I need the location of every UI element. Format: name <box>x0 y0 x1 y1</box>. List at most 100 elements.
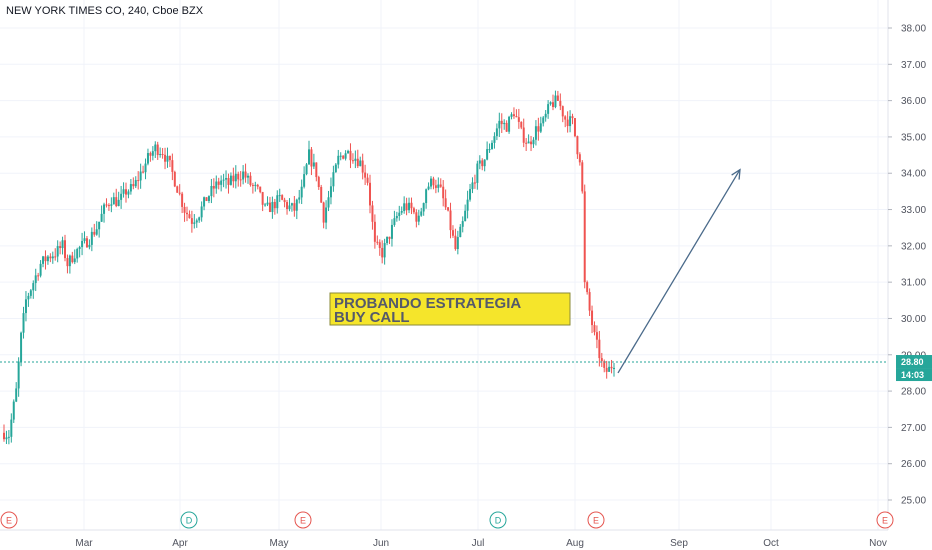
candle <box>395 211 398 222</box>
candle <box>610 359 613 374</box>
candle <box>161 148 164 159</box>
y-tick-label: 37.00 <box>901 60 926 71</box>
candle <box>68 254 71 274</box>
candle <box>576 135 579 159</box>
candle <box>308 140 310 165</box>
candle <box>444 189 447 210</box>
candle <box>613 362 615 377</box>
y-tick-label: 38.00 <box>901 24 926 35</box>
annotation-box[interactable]: PROBANDO ESTRATEGIA BUY CALL <box>329 292 571 326</box>
candle <box>32 280 35 299</box>
y-tick-label: 30.00 <box>901 314 926 325</box>
candle <box>156 141 159 160</box>
candle <box>288 198 291 212</box>
candle <box>46 255 49 265</box>
y-tick-label: 25.00 <box>901 496 926 507</box>
candle <box>454 228 457 251</box>
candle <box>100 205 103 222</box>
candle <box>27 292 30 307</box>
candle <box>37 272 40 281</box>
candle <box>134 176 137 189</box>
candle <box>544 110 547 122</box>
candle <box>400 206 403 215</box>
candle <box>22 306 25 339</box>
earnings-marker[interactable]: E <box>876 511 894 529</box>
candle <box>461 216 464 233</box>
trend-arrow <box>617 169 741 374</box>
candle <box>264 202 267 207</box>
countdown-label: 14:03 <box>901 370 924 380</box>
candle <box>432 176 435 190</box>
earnings-marker[interactable]: E <box>0 511 18 529</box>
candle <box>129 178 132 195</box>
candle <box>500 113 503 133</box>
candle <box>427 182 430 191</box>
candle <box>595 325 598 349</box>
candle <box>232 167 235 188</box>
x-axis[interactable]: Mar Apr May Jun Jul Aug Sep Oct Nov <box>75 538 887 549</box>
candle <box>608 361 611 372</box>
candle <box>493 132 496 149</box>
candle <box>386 236 389 246</box>
candle <box>120 185 123 209</box>
candle <box>239 171 242 187</box>
candle <box>29 288 32 299</box>
candle <box>573 118 576 138</box>
candle <box>349 143 352 169</box>
event-letter: D <box>186 516 193 526</box>
candle <box>244 163 247 183</box>
candle <box>98 221 101 238</box>
annotation-line-2: BUY CALL <box>334 309 410 326</box>
candle <box>144 158 147 180</box>
y-axis[interactable]: 25.0026.0027.0028.0029.0030.0031.0032.00… <box>888 24 926 507</box>
dividend-marker[interactable]: D <box>180 511 198 529</box>
candle <box>171 153 174 181</box>
event-letter: E <box>6 516 12 526</box>
candle <box>337 149 340 169</box>
candle <box>237 171 240 187</box>
candle <box>125 182 127 203</box>
candle <box>420 207 423 217</box>
candle <box>112 192 115 205</box>
earnings-marker[interactable]: E <box>294 511 312 529</box>
candle <box>73 249 76 265</box>
y-tick-label: 28.00 <box>901 387 926 398</box>
y-tick-label: 36.00 <box>901 96 926 107</box>
y-tick-label: 32.00 <box>901 241 926 252</box>
candle <box>115 188 118 208</box>
candle <box>451 225 454 238</box>
candle <box>522 118 525 148</box>
x-tick-label: Aug <box>566 538 584 549</box>
candle <box>64 234 66 262</box>
candle <box>166 147 169 168</box>
candle <box>578 152 581 166</box>
candle <box>552 94 554 111</box>
candle <box>242 165 245 185</box>
y-tick-label: 31.00 <box>901 278 926 289</box>
candle <box>376 235 379 245</box>
candle <box>525 138 528 151</box>
candle <box>505 120 508 132</box>
dividend-marker[interactable]: D <box>489 511 507 529</box>
candle <box>93 223 96 237</box>
candle <box>273 198 276 215</box>
candle <box>405 197 408 216</box>
candle <box>498 112 501 137</box>
candle <box>408 197 411 214</box>
candle <box>459 224 462 238</box>
candle <box>78 245 81 258</box>
x-tick-label: Mar <box>75 538 93 549</box>
candle <box>534 120 537 146</box>
candle <box>259 186 262 194</box>
candle <box>149 151 152 162</box>
candle <box>381 240 384 264</box>
candle <box>254 181 257 192</box>
candle <box>83 231 86 244</box>
candle <box>495 123 498 141</box>
candle <box>515 109 518 118</box>
earnings-marker[interactable]: E <box>587 511 605 529</box>
candle <box>39 260 42 278</box>
candle <box>342 155 345 160</box>
candle <box>286 200 289 215</box>
candle <box>198 216 201 223</box>
